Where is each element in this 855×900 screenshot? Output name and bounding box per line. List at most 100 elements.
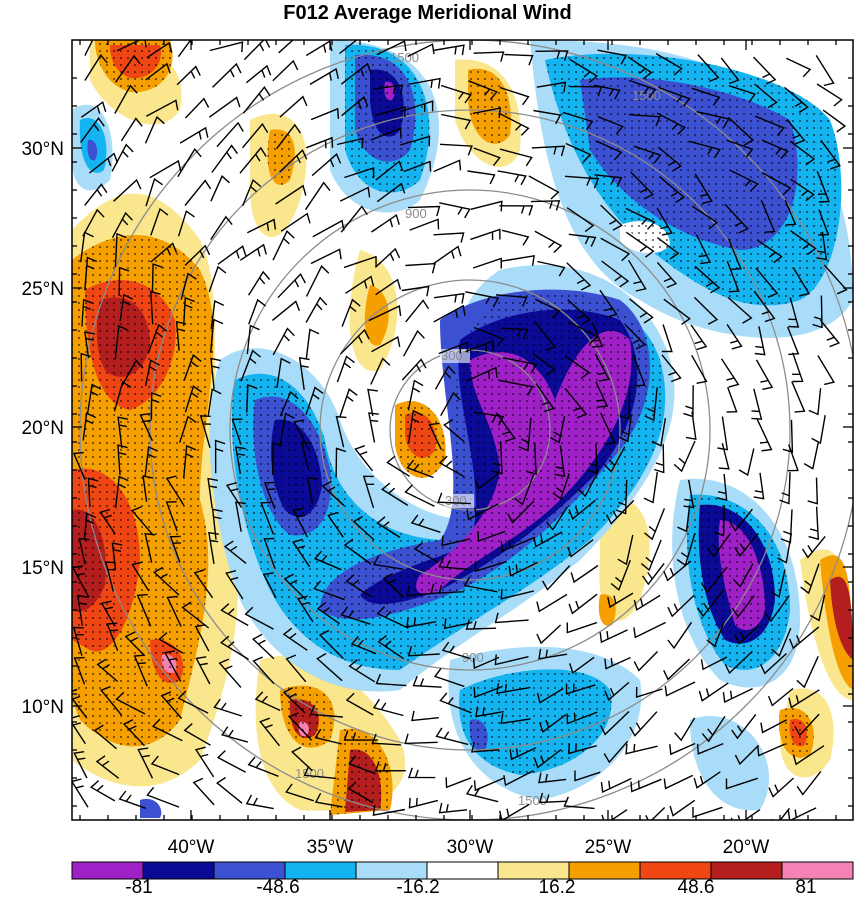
wind-barb [796,656,819,689]
wind-barb [815,55,835,87]
wind-barb [656,207,673,236]
wind-barb [697,54,720,83]
wind-barb [644,387,658,422]
wind-barb [535,383,555,413]
wind-barb [339,40,370,55]
wind-barb [404,733,438,745]
wind-barb [343,538,372,565]
range-rings [79,40,853,820]
wind-barb [443,618,473,630]
wind-barb [603,740,629,764]
wind-barb [354,445,374,472]
wind-barb [594,353,610,382]
wind-barb [761,171,792,196]
wind-barb [336,355,355,383]
map-plot-area: 300 300 900 900 1500 1500 1500 1500 [72,40,853,820]
wind-barb [597,49,627,65]
wind-barb [577,470,600,498]
wind-barb [440,391,461,417]
wind-barb [113,178,142,202]
ring-label-900-bottom: 900 [462,650,484,665]
wind-barb [278,40,294,54]
wind-barb [496,683,531,695]
wind-barb [499,803,530,820]
wind-barb [177,210,195,237]
wind-barb [313,580,345,601]
wind-barb [214,439,226,474]
wind-barb [242,178,262,207]
ring-label-900-top: 900 [405,206,427,221]
wind-barb [341,96,369,117]
wind-barb [470,228,501,241]
wind-barb [211,144,239,173]
wind-barb [642,562,665,586]
lat-label-30n: 30°N [22,139,64,160]
wind-barb [727,238,742,271]
wind-barb [594,174,623,188]
wind-barb [499,86,530,106]
wind-barb [376,605,409,629]
wind-barb [633,651,658,672]
wind-barb [574,770,601,782]
wind-barb [659,176,686,204]
wind-barb [617,534,634,566]
wind-barb [593,84,621,100]
wind-barb [470,200,503,212]
wind-barb [73,751,88,779]
wind-barb [100,600,116,627]
wind-barb [788,689,820,709]
wind-barb [677,505,691,533]
wind-barb [372,698,404,717]
wind-barb [808,506,820,541]
wind-barb [707,533,731,558]
wind-barb [272,59,299,82]
wind-barb [434,292,465,304]
wind-barb [822,109,847,133]
wind-barb [208,531,219,565]
wind-barb [701,715,726,743]
wind-barb [407,409,423,444]
wind-barb [348,659,376,683]
wind-barb [345,574,372,598]
wind-barb [89,152,119,174]
wind-barb [216,750,247,773]
wind-barb [194,746,215,778]
lon-label-40w: 40°W [168,837,215,858]
wind-barb [368,412,379,443]
wind-barb [341,298,361,327]
wind-barb [183,723,211,746]
wind-barb [820,139,841,170]
wind-barb [568,233,597,247]
wind-barb [658,86,691,108]
wind-barb [150,755,180,776]
longitude-labels: 40°W 35°W 30°W 25°W 20°W [168,837,770,858]
wind-barb [508,561,538,577]
lon-label-25w: 25°W [585,837,632,858]
wind-barb [787,444,799,472]
wind-barb [210,300,225,330]
wind-barb [208,96,241,118]
wind-barb [95,755,120,779]
wind-barb [374,247,401,268]
wind-barb [262,572,277,599]
wind-barb [501,229,530,246]
wind-barb [80,231,94,263]
wind-barb [696,742,724,755]
wind-barb [536,624,562,645]
wind-barb [502,357,538,374]
wind-barb [72,778,89,808]
wind-barb [275,184,307,205]
wind-barb [438,802,468,814]
wind-barb [373,555,404,570]
wind-barb [194,624,210,652]
wind-barb [792,352,804,383]
wind-barb [730,809,761,820]
wind-barb [293,419,310,450]
wind-barb [716,473,728,501]
wind-barb [474,472,500,490]
wind-barb [382,572,405,598]
wind-barb [150,242,178,263]
wind-barb [78,537,90,565]
wind-barb [113,380,132,412]
wind-barb [724,650,753,675]
